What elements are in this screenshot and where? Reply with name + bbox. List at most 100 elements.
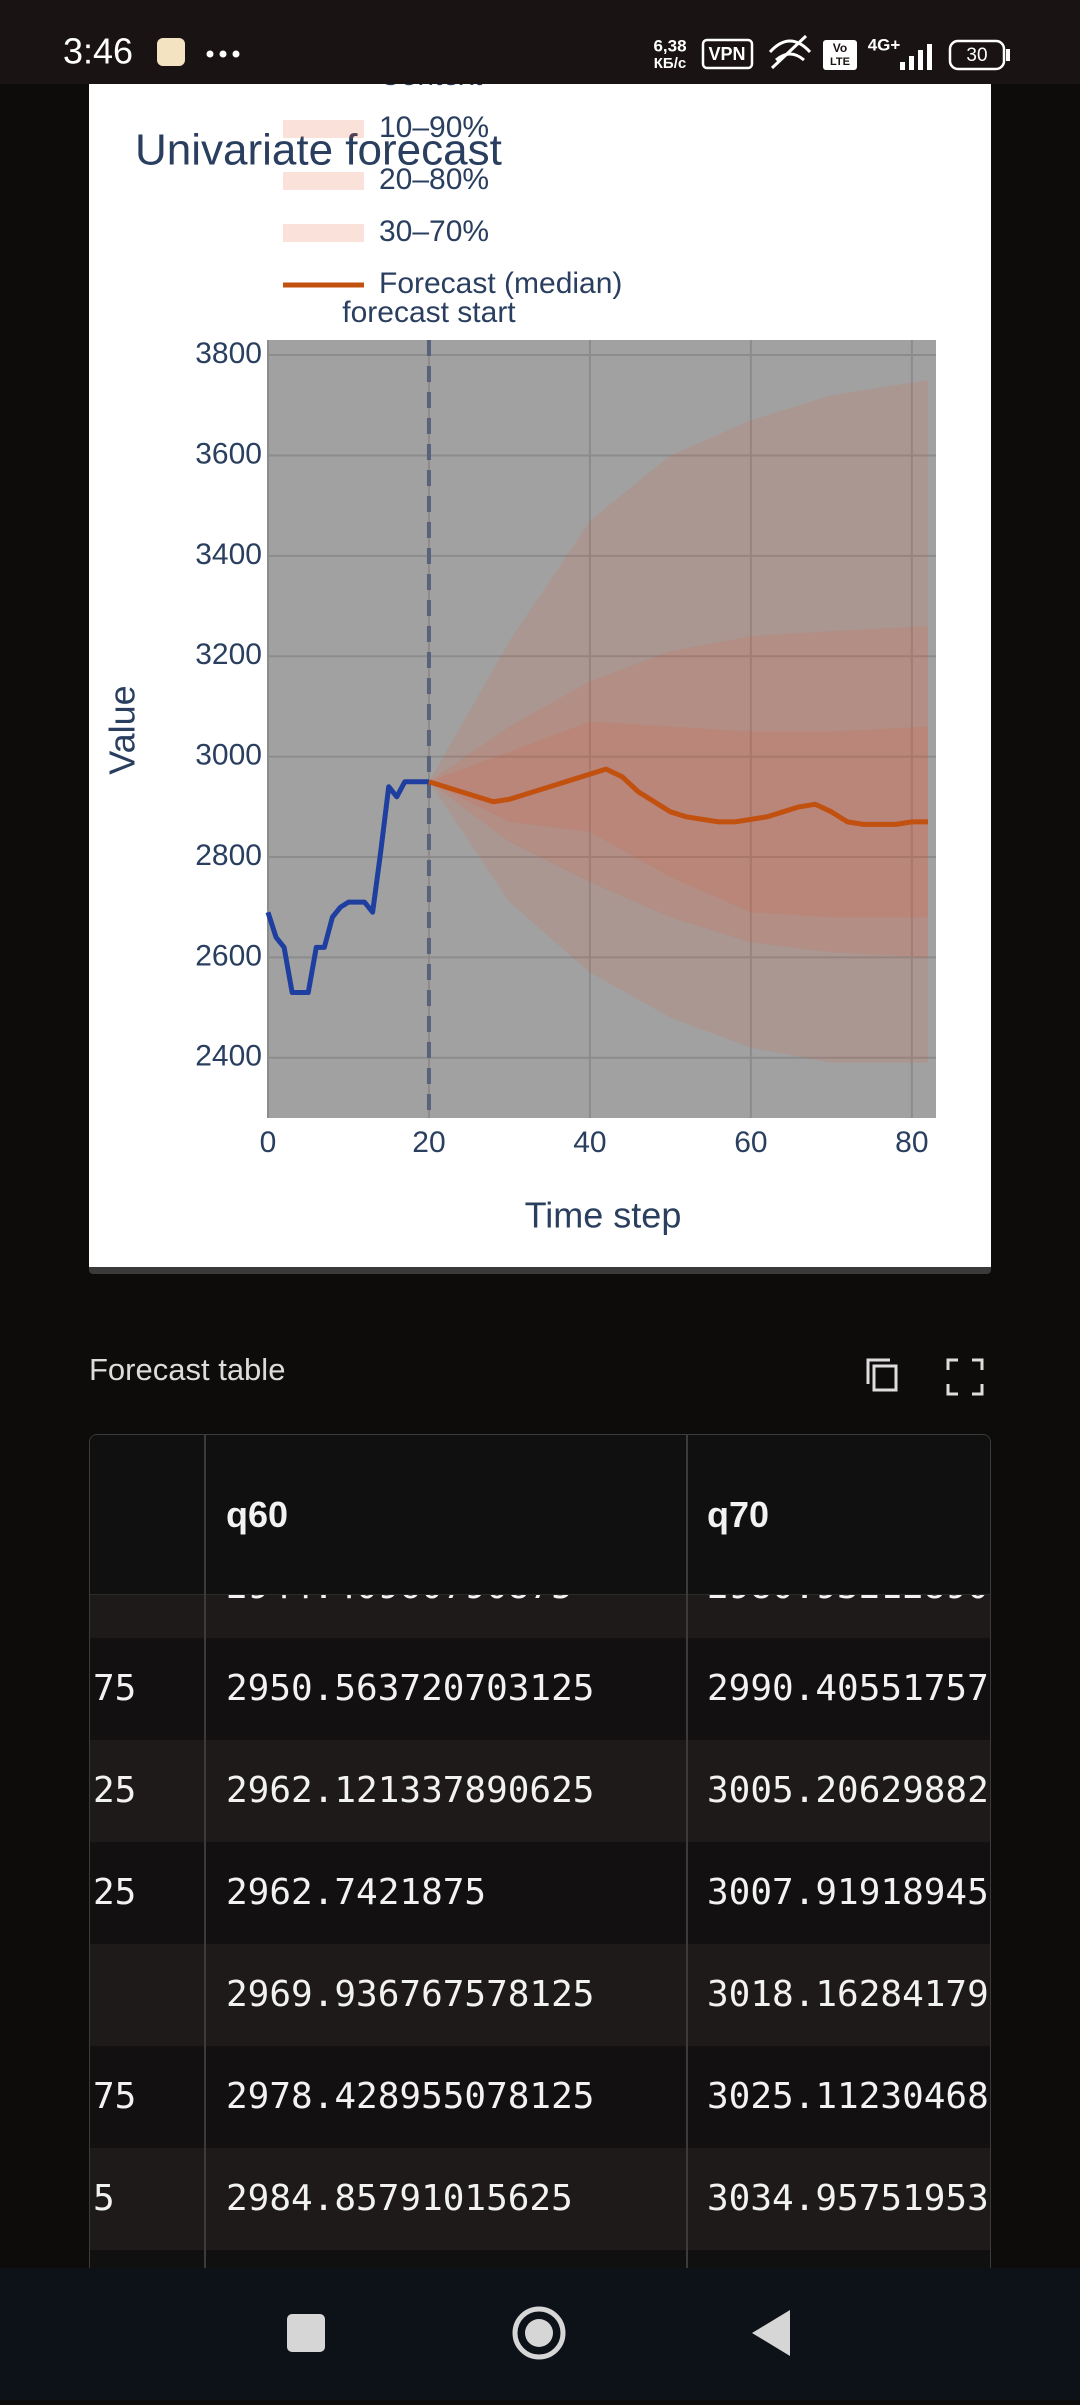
x-axis-title: Time step xyxy=(525,1195,682,1236)
vline-label: forecast start xyxy=(342,296,516,329)
legend-swatch xyxy=(283,172,364,190)
battery-box xyxy=(948,39,1006,71)
table-header-bg xyxy=(90,1435,990,1595)
dot xyxy=(206,50,214,58)
y-tick-label: 2800 xyxy=(195,839,262,872)
legend-label: Forecast (median) xyxy=(379,267,622,300)
table-cell: 2962.7421875 xyxy=(226,1872,487,1913)
status-icons: 3:46 6,38 КБ/с VPN Vo LTE 4G+ 30 xyxy=(63,31,1010,72)
signal xyxy=(900,44,932,70)
column-header: q60 xyxy=(226,1494,289,1535)
table-row xyxy=(90,1594,990,1638)
table-cell: 25 xyxy=(93,1872,137,1913)
network: 4G+ xyxy=(868,35,901,54)
table-cell: 2944.40960790875 xyxy=(226,1594,686,1638)
legend-label: 20–80% xyxy=(379,163,489,196)
chart: Univariate forecast Time step Value fore… xyxy=(102,84,936,1236)
x-tick-label: 60 xyxy=(734,1126,767,1159)
legend-label: 10–90% xyxy=(379,111,489,144)
y-tick-label: 3200 xyxy=(195,638,262,671)
table-cell: 2980.93212890 xyxy=(707,1594,990,1638)
net-speed: 6,38 xyxy=(653,36,686,55)
fullscreen-icon[interactable] xyxy=(946,1358,984,1396)
x-tick-label: 20 xyxy=(412,1126,445,1159)
table-cell xyxy=(93,1594,203,1638)
status-bar: 3:46 6,38 КБ/с VPN Vo LTE 4G+ 30 xyxy=(0,0,1080,84)
forecast-band xyxy=(428,626,928,958)
volte-bottom: LTE xyxy=(830,56,850,68)
table-cell: 5 xyxy=(93,2178,115,2219)
column-header xyxy=(93,1435,203,1594)
mute-icon xyxy=(768,34,812,70)
chart-body: Univariate forecast Time step Value fore… xyxy=(102,84,936,1236)
table-title: Forecast table xyxy=(89,1352,286,1387)
series-line xyxy=(428,766,928,827)
vpn: VPN xyxy=(708,44,745,64)
table-cell: 2962.121337890625 xyxy=(226,1770,595,1811)
copy-icon[interactable] xyxy=(872,1364,898,1392)
column-divider xyxy=(204,1435,206,2269)
home-button-dot xyxy=(525,2319,553,2347)
table-row xyxy=(90,2046,990,2148)
table-cell xyxy=(93,1944,203,2046)
table-cell: 3005.20629882 xyxy=(707,1770,989,1811)
clock: 3:46 xyxy=(63,31,133,72)
chart-card: Univariate forecast Time step Value fore… xyxy=(89,84,991,1274)
table-cell: 3007.91918945 xyxy=(707,1872,989,1913)
chart-title: Univariate forecast xyxy=(135,126,502,175)
y-tick-label: 3800 xyxy=(195,337,262,370)
table-cell: 2984.85791015625 xyxy=(226,2178,573,2219)
vpn-box xyxy=(701,38,754,70)
legend-label: 30–70% xyxy=(379,215,489,248)
copy-icon-back xyxy=(866,1358,890,1384)
table-row xyxy=(90,1842,990,1944)
forecast-table: 2944.40960790875 2980.93212890 75 2950.5637… xyxy=(89,1434,991,2269)
table-row xyxy=(90,1944,990,2046)
table-cell: 2978.428955078125 xyxy=(226,2076,595,2117)
app-icon xyxy=(157,38,185,66)
battery-tip xyxy=(1006,49,1010,61)
forecast-band xyxy=(428,380,928,1063)
legend-swatch xyxy=(283,224,364,242)
dot xyxy=(219,50,227,58)
y-tick-label: 2600 xyxy=(195,939,262,972)
volte-top: Vo xyxy=(833,41,847,55)
recents-button[interactable] xyxy=(287,2314,325,2352)
back-button[interactable] xyxy=(752,2310,790,2356)
x-tick-label: 40 xyxy=(573,1126,606,1159)
series-line xyxy=(265,779,429,996)
table-cell: 2990.40551757 xyxy=(707,1668,989,1709)
table-body: 2944.40960790875 2980.93212890 75 2950.5637… xyxy=(90,1594,990,2269)
net-speed-unit: КБ/с xyxy=(654,55,686,72)
x-tick-label: 0 xyxy=(260,1126,277,1159)
plot-area xyxy=(268,340,936,1118)
table-cell: 25 xyxy=(93,1770,137,1811)
table-cell: 75 xyxy=(93,2076,137,2117)
table-cell: 3018.16284179 xyxy=(707,1974,989,2015)
table-row xyxy=(90,1740,990,1842)
forecast-band xyxy=(428,721,928,918)
table-cell: 2950.563720703125 xyxy=(226,1668,595,1709)
nav-icons xyxy=(287,2306,790,2360)
x-tick-label: 80 xyxy=(895,1126,928,1159)
plot-layer xyxy=(265,340,936,1118)
column-divider xyxy=(686,1435,688,2269)
table-cell: 2969.936767578125 xyxy=(226,1974,595,2015)
home-button[interactable] xyxy=(512,2306,566,2360)
table-tools xyxy=(866,1358,984,1396)
table-cell: 3025.11230468 xyxy=(707,2076,989,2117)
y-tick-label: 3600 xyxy=(195,437,262,470)
legend-swatch xyxy=(283,120,364,138)
column-header: q70 xyxy=(707,1494,770,1535)
y-tick-label: 3000 xyxy=(195,739,262,772)
table-cell: 3034.95751953 xyxy=(707,2178,989,2219)
y-tick-label: 3400 xyxy=(195,538,262,571)
y-tick-label: 2400 xyxy=(195,1040,262,1073)
y-axis-title: Value xyxy=(102,685,143,774)
table-row xyxy=(90,1638,990,1740)
volte-box xyxy=(823,40,857,70)
nav-bar xyxy=(0,2268,1080,2400)
table-cell: 75 xyxy=(93,1668,137,1709)
battery: 30 xyxy=(966,45,987,66)
